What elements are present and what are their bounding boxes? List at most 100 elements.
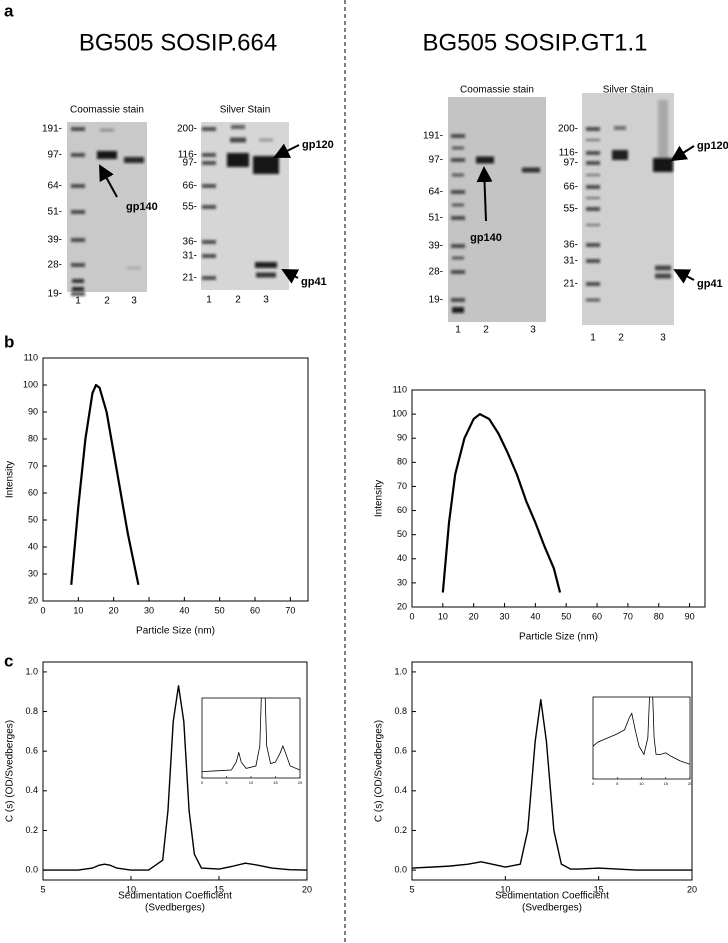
y-axis-label: Intensity bbox=[374, 480, 385, 517]
lane-label: 3 bbox=[660, 333, 666, 344]
x-tick-label: 20 bbox=[109, 605, 119, 615]
band-annotation: gp41 bbox=[697, 278, 723, 290]
y-tick-label: 80 bbox=[28, 433, 38, 443]
gel-band bbox=[452, 203, 464, 207]
x-tick-label: 80 bbox=[654, 611, 664, 621]
marker-label: 36- bbox=[183, 237, 197, 248]
inset-frame bbox=[201, 697, 301, 779]
band-annotation: gp41 bbox=[301, 276, 327, 288]
panel-label: b bbox=[4, 332, 14, 351]
x-tick-label: 90 bbox=[685, 611, 695, 621]
y-tick-label: 0.4 bbox=[25, 785, 38, 795]
x-tick-label: 20 bbox=[302, 884, 312, 894]
marker-label: 97- bbox=[48, 150, 62, 161]
panel-label: a bbox=[4, 1, 14, 20]
gel-band bbox=[655, 273, 671, 279]
ladder-band bbox=[71, 210, 85, 214]
gel-band bbox=[586, 224, 600, 226]
x-tick-label: 30 bbox=[144, 605, 154, 615]
band-annotation: gp120 bbox=[302, 139, 334, 151]
marker-label: 200- bbox=[558, 124, 578, 135]
x-tick-label: 70 bbox=[623, 611, 633, 621]
gel-band bbox=[452, 307, 464, 313]
gel-band bbox=[72, 279, 84, 283]
annotation-arrow bbox=[476, 166, 493, 222]
marker-label: 55- bbox=[183, 202, 197, 213]
lane-label: 3 bbox=[263, 295, 269, 306]
gel-band bbox=[522, 167, 540, 173]
inset-x-tick-label: 20 bbox=[298, 780, 303, 785]
marker-label: 39- bbox=[48, 235, 62, 246]
x-tick-label: 10 bbox=[73, 605, 83, 615]
y-tick-label: 60 bbox=[397, 505, 407, 515]
band-annotation: gp140 bbox=[470, 232, 502, 244]
lane-label: 1 bbox=[455, 325, 461, 336]
gel-band bbox=[655, 265, 671, 271]
x-axis-label: Sedimentation Coefficient bbox=[495, 891, 609, 902]
marker-label: 66- bbox=[564, 182, 578, 193]
y-tick-label: 0.2 bbox=[25, 825, 38, 835]
plot-frame bbox=[42, 357, 309, 602]
y-axis-label: C (s) (OD/Svedberges) bbox=[5, 720, 16, 822]
marker-label: 28- bbox=[429, 267, 443, 278]
inset-x-tick-label: 0 bbox=[592, 781, 595, 786]
marker-label: 116- bbox=[178, 150, 197, 161]
gel-band bbox=[124, 157, 144, 163]
gel-band bbox=[253, 156, 279, 174]
ladder-band bbox=[586, 161, 600, 165]
y-tick-label: 90 bbox=[28, 406, 38, 416]
ladder-band bbox=[586, 243, 600, 247]
x-axis-label: (Svedberges) bbox=[522, 903, 582, 914]
ladder-band bbox=[451, 190, 465, 194]
inset-x-tick-label: 10 bbox=[639, 781, 644, 786]
inset-line bbox=[202, 698, 300, 772]
x-tick-label: 15 bbox=[214, 884, 224, 894]
marker-label: 64- bbox=[48, 181, 62, 192]
gel-band bbox=[586, 298, 600, 302]
marker-label: 97- bbox=[564, 158, 578, 169]
inset-frame bbox=[592, 696, 691, 780]
ladder-band bbox=[451, 134, 465, 138]
annotation-arrow bbox=[670, 145, 695, 162]
y-tick-label: 40 bbox=[28, 541, 38, 551]
x-tick-label: 60 bbox=[592, 611, 602, 621]
data-line bbox=[43, 685, 308, 871]
y-tick-label: 110 bbox=[393, 384, 407, 394]
marker-label: 97- bbox=[429, 155, 443, 166]
ladder-band bbox=[586, 127, 600, 131]
gel-band bbox=[586, 174, 600, 176]
y-tick-label: 0.6 bbox=[394, 746, 407, 756]
y-tick-label: 1.0 bbox=[25, 666, 38, 676]
inset-x-tick-label: 5 bbox=[616, 781, 619, 786]
gel-band bbox=[127, 266, 141, 270]
x-tick-label: 10 bbox=[438, 611, 448, 621]
inset-x-tick-label: 15 bbox=[273, 780, 278, 785]
y-tick-label: 0.6 bbox=[25, 746, 38, 756]
annotation-arrow bbox=[99, 164, 118, 198]
x-axis-label: Sedimentation Coefficient bbox=[118, 891, 232, 902]
band-annotation: gp120 bbox=[697, 140, 728, 152]
marker-label: 19- bbox=[48, 289, 62, 300]
marker-label: 66- bbox=[183, 181, 197, 192]
gel-band bbox=[97, 151, 117, 159]
gel-band bbox=[653, 158, 673, 172]
plot-frame bbox=[42, 661, 308, 881]
ladder-band bbox=[451, 270, 465, 274]
lane-label: 2 bbox=[483, 325, 489, 336]
gel-band bbox=[256, 272, 276, 278]
inset-x-tick-label: 15 bbox=[664, 781, 669, 786]
ladder-band bbox=[586, 282, 600, 286]
y-tick-label: 60 bbox=[28, 487, 38, 497]
ladder-band bbox=[202, 184, 216, 188]
ladder-band bbox=[71, 263, 85, 267]
y-tick-label: 20 bbox=[28, 595, 38, 605]
inset-x-tick-label: 10 bbox=[249, 780, 254, 785]
gel-band bbox=[230, 137, 246, 143]
ladder-band bbox=[202, 127, 216, 131]
lane-label: 2 bbox=[618, 333, 624, 344]
panel-title: BG505 SOSIP.664 bbox=[79, 29, 277, 56]
gel-band bbox=[586, 139, 600, 141]
x-axis-label: (Svedberges) bbox=[145, 903, 205, 914]
x-tick-label: 40 bbox=[530, 611, 540, 621]
y-tick-label: 90 bbox=[397, 433, 407, 443]
